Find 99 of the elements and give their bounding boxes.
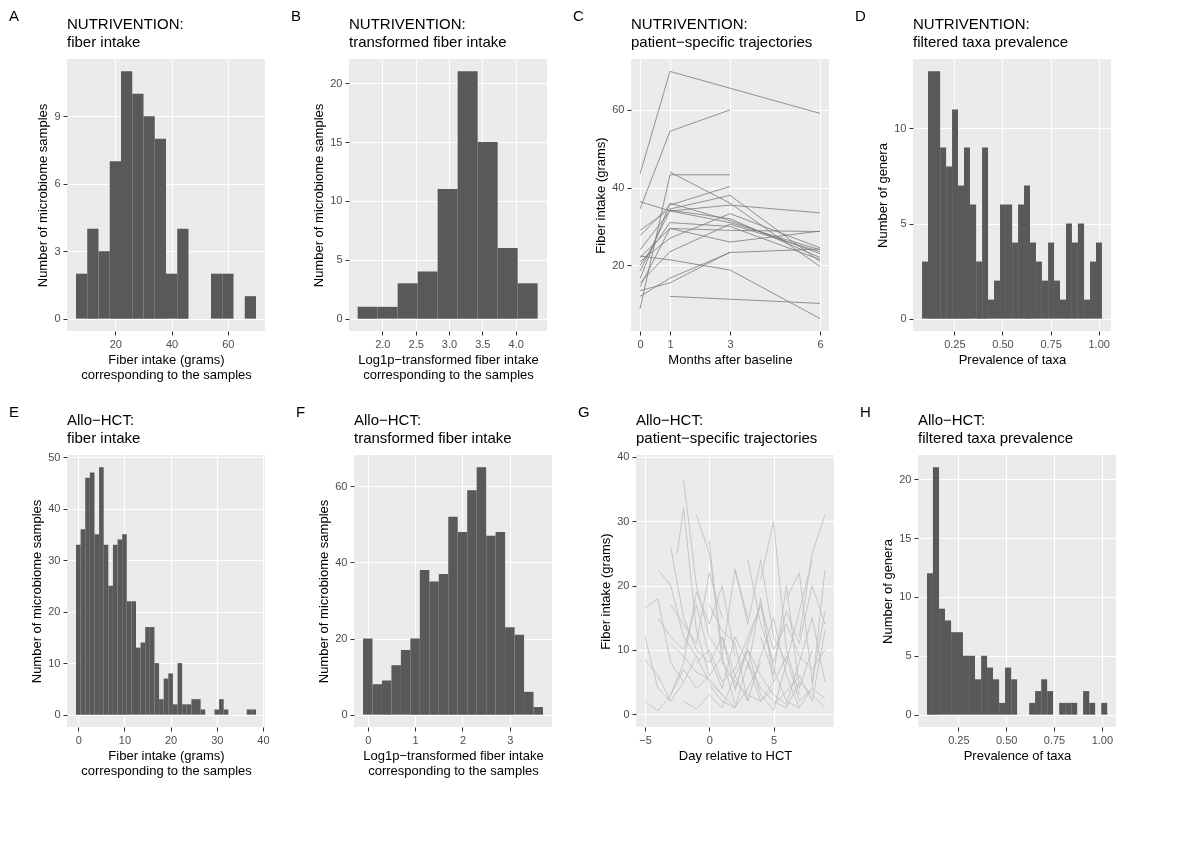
y-tick-label: 40 [48, 502, 61, 515]
x-tick-label: 0.25 [944, 337, 966, 350]
y-tick-label: 50 [48, 450, 61, 463]
text: E [9, 403, 20, 420]
x-tick-label: 5 [771, 733, 778, 746]
x-tick-label: 2.5 [408, 337, 424, 350]
x-tick-label: 0.50 [992, 337, 1014, 350]
chart-title: NUTRIVENTION: patient−specific trajectories [631, 15, 813, 50]
y-tick-label: 20 [330, 76, 343, 89]
x-tick-label: 0 [75, 733, 82, 746]
y-tick-label: 20 [335, 632, 348, 645]
x-tick-label: 4.0 [508, 337, 524, 350]
x-tick-label: 30 [211, 733, 224, 746]
x-tick-label: 0 [365, 733, 372, 746]
chart-title: NUTRIVENTION: transformed fiber intake [349, 15, 507, 50]
x-tick-label: 3 [507, 733, 514, 746]
text: D [855, 7, 866, 24]
y-tick-label: 15 [330, 135, 343, 148]
x-tick-label: 1 [412, 733, 419, 746]
x-tick-label: 3.0 [441, 337, 458, 350]
y-tick-label: 9 [54, 109, 61, 122]
y-tick-label: 0 [623, 707, 630, 720]
y-tick-label: 60 [612, 103, 625, 116]
chart-title: Allo−HCT: patient−specific trajectories [636, 411, 818, 446]
y-tick-label: 20 [617, 579, 630, 592]
text: C [573, 7, 584, 24]
x-tick-label: 0.75 [1040, 337, 1062, 350]
x-tick-label: 20 [109, 337, 122, 350]
chart-title: Allo−HCT: filtered taxa prevalence [918, 411, 1074, 446]
chart-title: Allo−HCT: transformed fiber intake [354, 411, 512, 446]
y-tick-label: 20 [48, 605, 61, 618]
y-tick-label: 3 [54, 244, 61, 257]
text: G [578, 403, 590, 420]
y-tick-label: 5 [905, 649, 912, 662]
x-axis-title: Prevalence of taxa [963, 747, 1073, 763]
y-axis-title: Number of genera [880, 538, 896, 644]
y-tick-label: 0 [336, 312, 343, 325]
chart-title: Allo−HCT: fiber intake [67, 411, 141, 446]
x-tick-label: 0 [706, 733, 713, 746]
y-axis-title: Number of genera [875, 142, 891, 248]
y-axis-title: Number of microbiome samples [29, 499, 45, 684]
text: B [291, 7, 302, 24]
y-tick-label: 5 [900, 217, 907, 230]
y-tick-label: 0 [54, 312, 61, 325]
x-axis-title: Day relative to HCT [678, 747, 793, 763]
y-tick-label: 30 [48, 553, 61, 566]
y-axis-title: Number of microbiome samples [35, 103, 51, 288]
x-tick-label: 1 [667, 337, 674, 350]
x-tick-label: 1.00 [1091, 733, 1114, 746]
y-tick-label: 0 [54, 708, 61, 721]
x-tick-label: 20 [164, 733, 178, 746]
y-axis-title: Number of microbiome samples [316, 499, 332, 684]
y-tick-label: 0 [341, 708, 348, 721]
x-axis-title: Log1p−transformed fiber intake corresponding to the samples [363, 747, 544, 778]
x-tick-label: 2 [459, 733, 467, 746]
y-tick-label: 20 [612, 258, 625, 271]
y-axis-title: Fiber intake (grams) [593, 137, 609, 254]
x-tick-label: 0.25 [948, 733, 970, 746]
x-tick-label: 1.00 [1088, 337, 1110, 350]
x-tick-label: 40 [257, 733, 270, 746]
y-tick-label: 15 [899, 531, 912, 544]
y-tick-label: 0 [900, 312, 907, 325]
y-tick-label: 20 [899, 472, 912, 485]
y-tick-label: 6 [54, 177, 61, 190]
y-tick-label: 10 [617, 643, 630, 656]
x-tick-label: 0 [637, 337, 644, 350]
y-tick-label: 10 [48, 656, 61, 669]
y-tick-label: 5 [336, 253, 343, 266]
y-tick-label: 30 [617, 514, 630, 527]
x-axis-title: Fiber intake (grams) corresponding to the samples [81, 351, 253, 382]
y-tick-label: 10 [330, 194, 343, 207]
x-tick-label: −5 [639, 733, 652, 746]
y-axis-title: Number of microbiome samples [311, 103, 327, 288]
x-tick-label: 3.5 [475, 337, 491, 350]
y-tick-label: 40 [612, 181, 625, 194]
y-tick-label: 10 [894, 121, 907, 134]
chart-title: NUTRIVENTION: fiber intake [67, 15, 184, 50]
y-tick-label: 60 [335, 479, 348, 492]
x-tick-label: 0.75 [1043, 733, 1066, 746]
y-tick-label: 10 [899, 590, 912, 603]
y-axis-title: Fiber intake (grams) [598, 533, 614, 650]
chart-title: NUTRIVENTION: filtered taxa prevalence [913, 15, 1069, 50]
y-tick-label: 0 [905, 708, 912, 721]
y-tick-label: 40 [335, 555, 348, 568]
text: A [9, 7, 20, 24]
x-tick-label: 0.50 [995, 733, 1018, 746]
x-tick-label: 10 [118, 733, 132, 746]
x-tick-label: 60 [222, 337, 235, 350]
x-axis-title: Fiber intake (grams) corresponding to the samples [81, 747, 253, 778]
text: F [296, 403, 306, 420]
x-tick-label: 6 [817, 337, 824, 350]
x-tick-label: 40 [166, 337, 179, 350]
x-axis-title: Months after baseline [668, 351, 793, 367]
text: H [860, 403, 871, 420]
y-tick-label: 40 [617, 450, 630, 463]
x-axis-title: Log1p−transformed fiber intake corresponding to the samples [358, 351, 539, 382]
x-axis-title: Prevalence of taxa [958, 351, 1068, 367]
x-tick-label: 3 [727, 337, 734, 350]
x-tick-label: 2.0 [375, 337, 391, 350]
